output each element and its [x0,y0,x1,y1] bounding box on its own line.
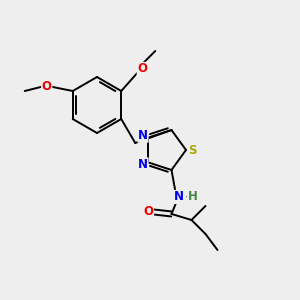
Text: O: O [137,62,147,76]
Text: S: S [188,143,196,157]
Text: N: N [138,158,148,171]
Text: H: H [188,190,197,203]
Text: -: - [185,192,190,202]
Text: N: N [173,190,184,203]
Text: N: N [138,129,148,142]
Text: O: O [42,80,52,94]
Text: O: O [143,206,154,218]
